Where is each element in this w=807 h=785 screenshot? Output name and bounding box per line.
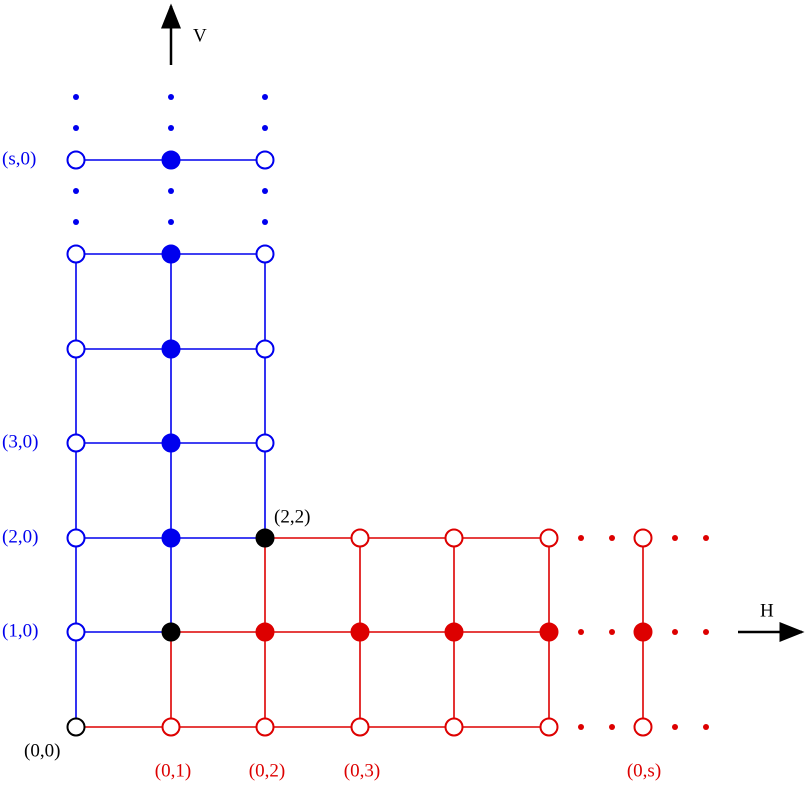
ellipsis-dot <box>168 188 174 194</box>
ellipsis-dot <box>609 535 615 541</box>
node <box>161 433 181 453</box>
ellipsis-dot <box>262 188 268 194</box>
node <box>633 622 653 642</box>
column-label: (0,s) <box>627 760 661 781</box>
node <box>633 528 653 548</box>
ellipsis-dot <box>703 724 709 730</box>
ellipsis-dot <box>578 535 584 541</box>
ellipsis-dot <box>672 724 678 730</box>
ellipsis-dot <box>703 629 709 635</box>
ellipsis-dot <box>578 724 584 730</box>
node <box>161 244 181 264</box>
row-label: (2,0) <box>2 526 38 547</box>
node <box>444 528 464 548</box>
column-label: (0,2) <box>249 760 285 781</box>
node <box>66 622 86 642</box>
ellipsis-dot <box>73 125 79 131</box>
node <box>161 339 181 359</box>
node <box>255 433 275 453</box>
node <box>539 622 559 642</box>
node <box>66 339 86 359</box>
ellipsis-dot <box>262 125 268 131</box>
origin-label: (0,0) <box>24 740 60 761</box>
row-label: (1,0) <box>2 620 38 641</box>
node <box>255 339 275 359</box>
v-label: V <box>193 25 207 46</box>
ellipsis-dot <box>578 629 584 635</box>
node <box>350 528 370 548</box>
row-label: (s,0) <box>2 148 36 169</box>
node <box>255 622 275 642</box>
node <box>66 244 86 264</box>
node <box>539 717 559 737</box>
ellipsis-dot <box>168 219 174 225</box>
ellipsis-dot <box>703 535 709 541</box>
node <box>444 717 464 737</box>
node <box>255 244 275 264</box>
node <box>66 717 86 737</box>
node <box>255 528 275 548</box>
ellipsis-dot <box>609 724 615 730</box>
row-labels: (s,0) (3,0) (2,0) (1,0) <box>2 148 38 641</box>
ellipsis-dot <box>73 94 79 100</box>
node <box>161 150 181 170</box>
node <box>161 528 181 548</box>
ellipsis-dot <box>168 125 174 131</box>
ellipsis-dot <box>73 188 79 194</box>
ellipsis-dot <box>168 94 174 100</box>
node <box>633 717 653 737</box>
corner-label: (2,2) <box>274 506 310 527</box>
ellipsis-dot <box>262 219 268 225</box>
node <box>66 433 86 453</box>
h-label: H <box>760 600 774 621</box>
node <box>161 622 181 642</box>
ellipsis-dot <box>672 629 678 635</box>
node <box>66 528 86 548</box>
node <box>539 528 559 548</box>
ellipsis-dot <box>73 219 79 225</box>
column-label: (0,1) <box>155 760 191 781</box>
row-label: (3,0) <box>2 431 38 452</box>
ellipsis-dot <box>672 535 678 541</box>
node <box>255 717 275 737</box>
node <box>350 717 370 737</box>
ellipsis-dot <box>609 629 615 635</box>
node <box>66 150 86 170</box>
node <box>444 622 464 642</box>
node <box>161 717 181 737</box>
column-labels: (0,1) (0,2) (0,3) (0,s) <box>155 760 661 781</box>
node <box>255 150 275 170</box>
ellipsis-dot <box>262 94 268 100</box>
column-label: (0,3) <box>344 760 380 781</box>
node <box>350 622 370 642</box>
